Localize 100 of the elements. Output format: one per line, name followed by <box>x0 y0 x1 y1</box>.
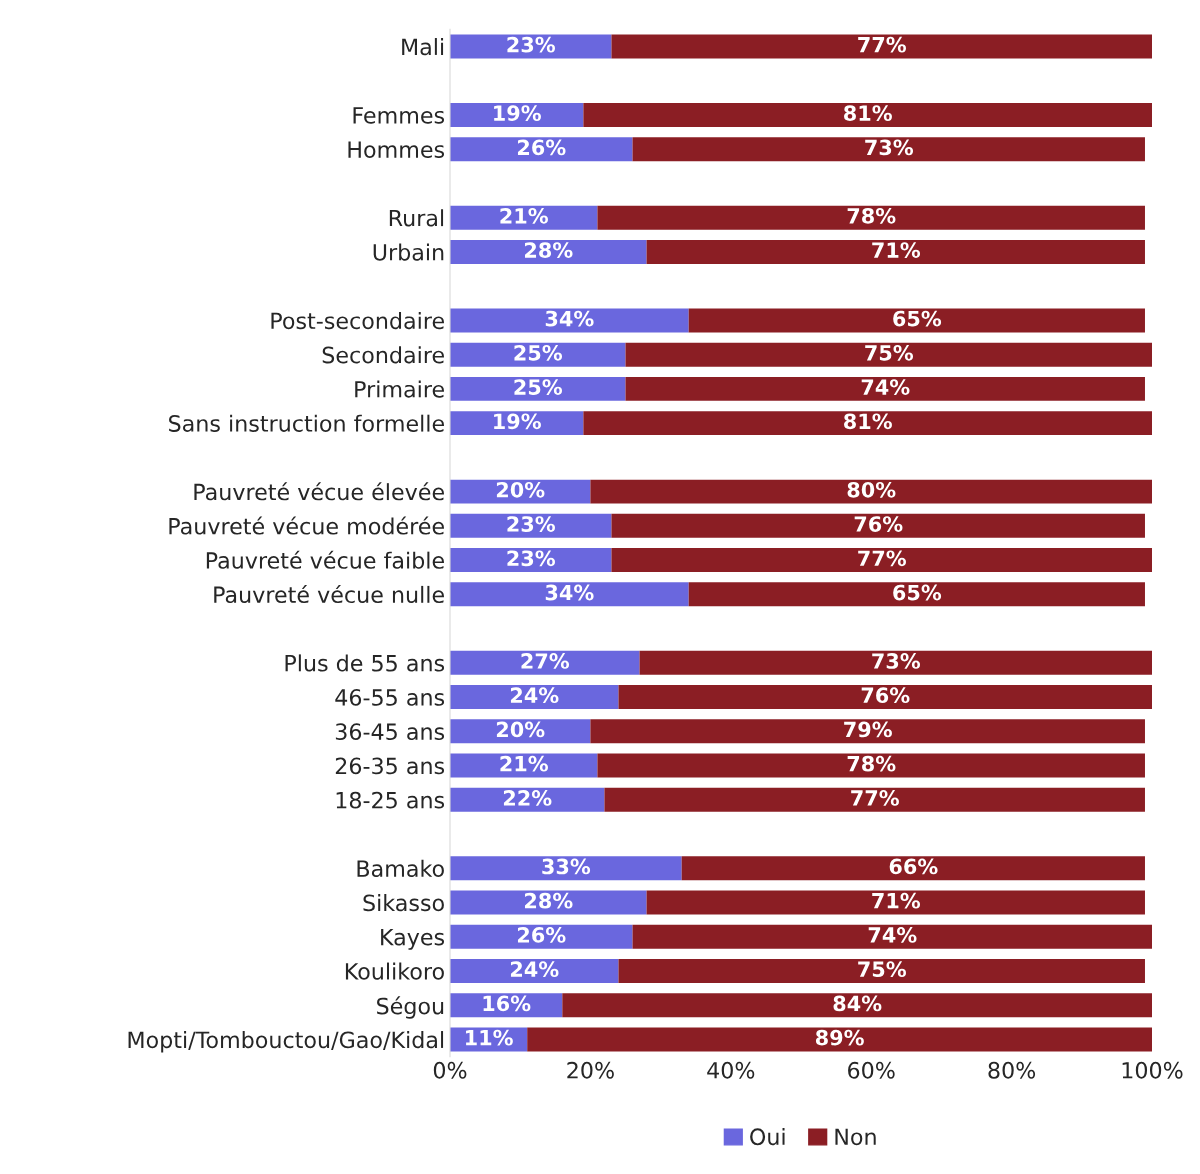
bar <box>450 582 689 607</box>
y-tick-label: 46-55 ans <box>335 689 445 706</box>
data-label: 25% <box>514 379 563 395</box>
data-label: 77% <box>858 36 906 53</box>
bar <box>625 342 1152 367</box>
data-label: 81% <box>844 413 892 430</box>
bar <box>583 411 1152 436</box>
data-label: 25% <box>514 344 563 361</box>
y-tick-label: Pauvreté vécue faible <box>206 550 444 569</box>
data-label: 27% <box>521 653 570 669</box>
bar <box>450 548 612 573</box>
bar <box>450 513 612 538</box>
data-label: 24% <box>510 961 559 978</box>
bar <box>597 205 1145 230</box>
data-label: 74% <box>861 379 910 395</box>
bar <box>450 924 633 949</box>
bar <box>681 856 1145 881</box>
data-label: 79% <box>844 721 892 738</box>
data-label: 73% <box>872 653 921 669</box>
y-tick-label: 26-35 ans <box>335 757 445 775</box>
bar <box>618 959 1145 983</box>
y-tick-label: Secondaire <box>322 346 444 364</box>
data-label: 34% <box>545 310 594 327</box>
y-tick-label: Post-secondaire <box>271 311 444 330</box>
bar <box>625 376 1145 401</box>
data-label: 23% <box>507 550 555 567</box>
bar <box>639 650 1152 675</box>
bar <box>450 376 626 401</box>
y-tick-label: Sikasso <box>363 894 444 912</box>
data-label: 73% <box>865 139 914 156</box>
data-label: 80% <box>847 481 896 498</box>
x-tick-label: 100% <box>1122 1061 1183 1079</box>
legend-label: Oui <box>750 1127 785 1146</box>
data-label: 66% <box>889 858 938 875</box>
x-tick-label: 80% <box>988 1061 1036 1079</box>
data-label: 84% <box>833 995 882 1012</box>
y-tick-label: Pauvreté vécue modérée <box>169 516 444 535</box>
bar <box>450 959 619 983</box>
bar <box>646 890 1145 915</box>
bar <box>632 924 1152 949</box>
data-label: 81% <box>844 105 892 121</box>
bar <box>450 239 647 264</box>
data-label: 26% <box>517 139 566 156</box>
data-label: 21% <box>500 207 548 224</box>
data-label: 77% <box>851 790 899 806</box>
y-tick-label: Urbain <box>373 243 444 261</box>
data-label: 19% <box>494 413 541 430</box>
data-label: 75% <box>858 961 906 978</box>
bar <box>597 753 1145 778</box>
y-tick-label: Pauvreté vécue nulle <box>214 585 444 604</box>
bar <box>450 685 619 710</box>
x-tick-label: 20% <box>567 1061 614 1079</box>
data-label: 24% <box>510 687 559 704</box>
bar <box>450 342 626 367</box>
y-tick-label: Femmes <box>353 107 445 124</box>
bar <box>450 137 633 162</box>
data-label: 78% <box>847 755 896 772</box>
data-label: 23% <box>507 36 555 53</box>
data-label: 20% <box>496 481 545 498</box>
bar <box>688 308 1145 333</box>
bar <box>450 308 689 333</box>
x-tick-label: 0% <box>433 1061 467 1079</box>
y-tick-label: Kayes <box>381 929 445 950</box>
y-tick-label: 36-45 ans <box>335 723 445 741</box>
y-tick-label: Ségou <box>377 996 444 1019</box>
data-label: 11% <box>466 1029 513 1046</box>
y-tick-label: Sans instruction formelle <box>169 414 444 432</box>
bar <box>562 993 1152 1018</box>
y-tick-label: Pauvreté vécue élevée <box>194 482 444 501</box>
y-tick-label: Koulikoro <box>345 962 444 980</box>
x-tick-label: 40% <box>707 1061 755 1079</box>
bar <box>527 1027 1152 1052</box>
data-label: 19% <box>494 105 541 121</box>
y-tick-label: Plus de 55 ans <box>285 654 445 672</box>
data-label: 65% <box>893 584 942 601</box>
y-tick-label: Bamako <box>357 859 444 878</box>
bar <box>611 34 1152 59</box>
y-tick-label: Primaire <box>355 380 444 398</box>
x-tick-label: 60% <box>848 1061 895 1079</box>
data-label: 74% <box>868 927 917 943</box>
data-label: 65% <box>893 310 942 327</box>
bar <box>450 34 612 59</box>
bar <box>450 205 598 230</box>
y-tick-label: Hommes <box>348 141 445 158</box>
legend-label: Non <box>835 1128 876 1146</box>
bar <box>604 787 1145 812</box>
data-label: 71% <box>872 892 921 909</box>
data-label: 75% <box>865 344 914 361</box>
y-tick-label: Mopti/Tombouctou/Gao/Kidal <box>128 1031 444 1053</box>
y-tick-label: Rural <box>389 209 444 227</box>
data-label: 77% <box>858 550 906 567</box>
bar <box>583 102 1152 127</box>
bar <box>590 719 1145 744</box>
data-label: 78% <box>847 207 896 224</box>
bar <box>688 582 1145 607</box>
data-label: 26% <box>517 927 566 943</box>
data-label: 76% <box>861 687 910 704</box>
bar <box>450 787 605 812</box>
bar <box>611 513 1145 538</box>
data-label: 33% <box>542 858 591 875</box>
